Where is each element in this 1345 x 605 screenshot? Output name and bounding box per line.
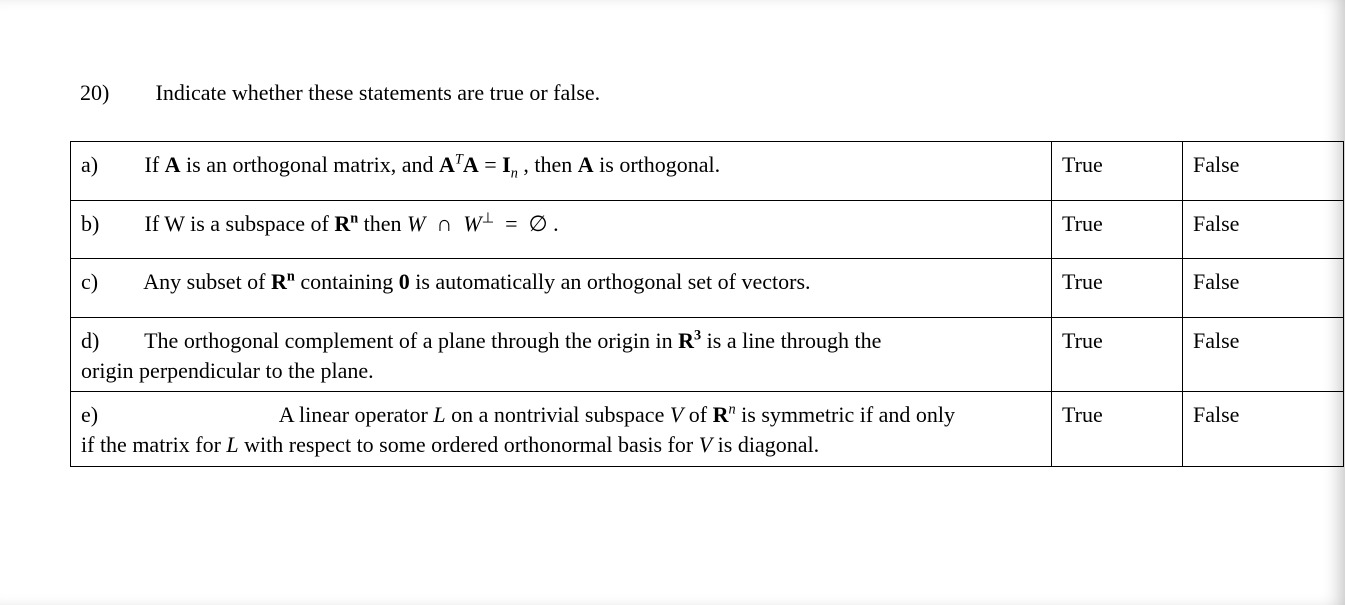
math-sup-T: T xyxy=(455,152,463,168)
text: is symmetric if and only xyxy=(741,402,955,427)
part-label: a) xyxy=(81,150,139,180)
false-cell[interactable]: False xyxy=(1183,259,1344,318)
math-R: R xyxy=(678,328,694,353)
math-W: W xyxy=(463,211,481,236)
math-A: A xyxy=(439,152,455,177)
math-L: L xyxy=(226,432,238,457)
text: If xyxy=(145,152,165,177)
text: = xyxy=(484,152,502,177)
table-row: d) The orthogonal complement of a plane … xyxy=(71,318,1344,392)
math-sup-n: n xyxy=(729,402,736,418)
text: containing xyxy=(300,269,398,294)
question-number: 20) xyxy=(80,80,150,106)
math-sup-n: n xyxy=(350,210,358,226)
math-R: R xyxy=(271,269,287,294)
text: If W is a subspace of xyxy=(145,211,335,236)
table-row: a) If A is an orthogonal matrix, and ATA… xyxy=(71,142,1344,201)
part-label: e) xyxy=(81,400,139,430)
text: with respect to some ordered orthonormal… xyxy=(244,432,699,457)
statement-cell-b: b) If W is a subspace of Rn then W ∩ W⊥ … xyxy=(71,200,1052,259)
math-perp: ⊥ xyxy=(482,210,494,226)
statement-cell-e: e) A linear operator L on a nontrivial s… xyxy=(71,392,1052,466)
text: The orthogonal complement of a plane thr… xyxy=(144,328,678,353)
text: of xyxy=(689,402,713,427)
text: is a line through the xyxy=(707,328,882,353)
math-A: A xyxy=(463,152,479,177)
math-V: V xyxy=(670,402,683,427)
false-cell[interactable]: False xyxy=(1183,200,1344,259)
math-sup-n: n xyxy=(287,269,295,285)
math-L: L xyxy=(433,402,445,427)
true-cell[interactable]: True xyxy=(1052,259,1183,318)
false-cell[interactable]: False xyxy=(1183,392,1344,466)
text: is orthogonal. xyxy=(599,152,720,177)
math-W: W xyxy=(407,211,425,236)
text: on a nontrivial subspace xyxy=(451,402,670,427)
true-cell[interactable]: True xyxy=(1052,392,1183,466)
part-label: d) xyxy=(81,326,139,356)
question-prompt: 20) Indicate whether these statements ar… xyxy=(70,80,1275,106)
false-cell[interactable]: False xyxy=(1183,142,1344,201)
statements-table: a) If A is an orthogonal matrix, and ATA… xyxy=(70,141,1344,467)
text: , then xyxy=(523,152,577,177)
math-R: R xyxy=(334,211,350,236)
table-row: c) Any subset of Rn containing 0 is auto… xyxy=(71,259,1344,318)
text: A linear operator xyxy=(279,402,434,427)
math-A: A xyxy=(578,152,594,177)
true-cell[interactable]: True xyxy=(1052,142,1183,201)
math-I: I xyxy=(502,152,511,177)
text: then xyxy=(364,211,407,236)
table-row: e) A linear operator L on a nontrivial s… xyxy=(71,392,1344,466)
text: is diagonal. xyxy=(718,432,819,457)
math-empty: ∅ xyxy=(528,211,547,236)
text: Any subset of xyxy=(143,269,271,294)
math-eq: = xyxy=(505,211,517,236)
statement-cell-d: d) The orthogonal complement of a plane … xyxy=(71,318,1052,392)
text: is an orthogonal matrix, and xyxy=(186,152,439,177)
statement-cell-c: c) Any subset of Rn containing 0 is auto… xyxy=(71,259,1052,318)
text: origin perpendicular to the plane. xyxy=(81,358,374,383)
math-cap: ∩ xyxy=(436,211,452,236)
text: is automatically an orthogonal set of ve… xyxy=(415,269,810,294)
math-V: V xyxy=(699,432,712,457)
text: . xyxy=(553,211,559,236)
question-text: Indicate whether these statements are tr… xyxy=(156,80,601,105)
false-cell[interactable]: False xyxy=(1183,318,1344,392)
math-A: A xyxy=(165,152,181,177)
part-label: c) xyxy=(81,267,139,297)
math-sub-n: n xyxy=(511,165,518,181)
statement-cell-a: a) If A is an orthogonal matrix, and ATA… xyxy=(71,142,1052,201)
math-R: R xyxy=(713,402,729,427)
true-cell[interactable]: True xyxy=(1052,200,1183,259)
true-cell[interactable]: True xyxy=(1052,318,1183,392)
part-label: b) xyxy=(81,209,139,239)
text: if the matrix for xyxy=(81,432,226,457)
table-row: b) If W is a subspace of Rn then W ∩ W⊥ … xyxy=(71,200,1344,259)
math-zero: 0 xyxy=(399,269,410,294)
math-sup-3: 3 xyxy=(694,328,701,344)
page: 20) Indicate whether these statements ar… xyxy=(0,0,1345,605)
